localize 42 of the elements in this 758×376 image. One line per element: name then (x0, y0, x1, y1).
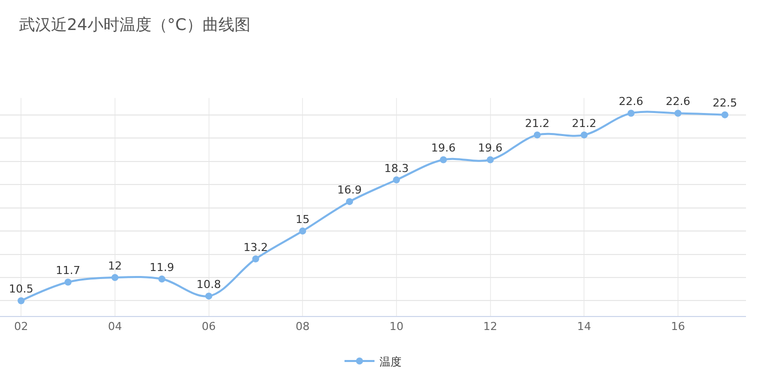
x-tick-label: 02 (14, 320, 28, 334)
x-tick-label: 08 (296, 320, 310, 334)
data-label: 22.6 (618, 95, 644, 108)
point (18, 297, 25, 304)
x-tick-label: 14 (577, 320, 592, 334)
data-label: 16.9 (337, 183, 362, 196)
data-label: 19.6 (431, 142, 456, 155)
point (158, 276, 166, 283)
point (392, 176, 400, 184)
data-label: 10.5 (8, 282, 34, 296)
data-label: 21.2 (572, 116, 596, 130)
data-label: 12 (108, 259, 122, 272)
point (721, 111, 728, 118)
data-label: 10.8 (196, 278, 222, 291)
point (346, 198, 354, 206)
data-label: 15 (296, 212, 310, 226)
x-tick-label: 06 (202, 320, 216, 334)
chart-title: 武汉近24小时温度（°C）曲线图 (18, 15, 250, 34)
data-label: 18.3 (384, 162, 409, 175)
data-label: 22.5 (712, 96, 738, 110)
point (628, 110, 635, 117)
data-label: 22.6 (666, 95, 690, 108)
point (252, 255, 260, 262)
point (111, 274, 118, 281)
point (534, 131, 541, 138)
point (674, 110, 682, 117)
data-label: 11.9 (150, 260, 174, 274)
legend-label: 温度 (380, 355, 402, 368)
data-label: 13.2 (243, 240, 268, 254)
data-label: 19.6 (478, 142, 503, 155)
data-label: 21.2 (524, 116, 550, 130)
x-tick-label: 16 (670, 320, 685, 334)
point (64, 278, 72, 286)
point (486, 156, 494, 164)
x-tick-label: 04 (108, 320, 122, 334)
x-tick-label: 10 (389, 320, 404, 334)
point (580, 131, 588, 138)
point (205, 292, 212, 300)
data-label: 11.7 (56, 264, 80, 278)
x-tick-label: 12 (483, 320, 498, 334)
point (440, 156, 447, 164)
point (299, 228, 306, 235)
